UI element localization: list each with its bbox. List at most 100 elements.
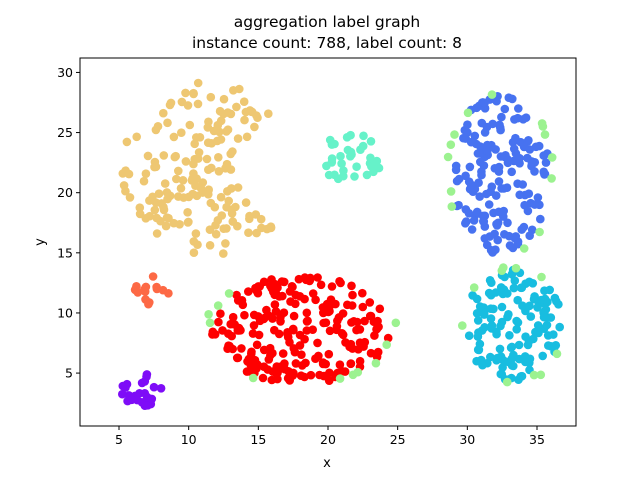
scatter-point-749 [132, 395, 142, 405]
scatter-point-297 [466, 180, 476, 189]
scatter-point-331 [503, 155, 513, 164]
scatter-point-100 [219, 249, 228, 258]
scatter-point-22 [191, 229, 201, 238]
scatter-point-527 [277, 277, 287, 286]
scatter-point-102 [241, 198, 251, 207]
scatter-point-15 [169, 132, 179, 142]
scatter-point-690 [247, 349, 256, 359]
scatter-point-777 [537, 272, 546, 282]
scatter-point-128 [227, 184, 236, 193]
scatter-point-768 [443, 152, 453, 162]
scatter-point-309 [530, 200, 539, 209]
scatter-point-115 [119, 181, 129, 190]
scatter-point-545 [240, 310, 249, 320]
scatter-point-654 [353, 317, 362, 327]
scatter-point-275 [467, 225, 477, 234]
scatter-point-683 [311, 295, 320, 305]
scatter-point-245 [497, 112, 506, 122]
scatter-point-344 [493, 218, 503, 228]
scatter-point-73 [206, 198, 216, 208]
scatter-point-615 [306, 370, 316, 380]
y-tick-label-20: 20 [57, 185, 73, 200]
scatter-point-764 [213, 301, 223, 310]
scatter-point-727 [144, 299, 153, 309]
scatter-point-267 [475, 149, 484, 158]
scatter-point-442 [464, 331, 474, 341]
scatter-point-161 [169, 218, 179, 228]
scatter-point-665 [343, 300, 352, 310]
scatter-point-59 [160, 179, 170, 188]
x-axis-ticks: 5 10 15 20 25 30 35 [115, 426, 545, 447]
scatter-point-342 [525, 231, 534, 240]
scatter-point-647 [332, 322, 342, 331]
scatter-point-332 [523, 153, 532, 163]
scatter-point-712 [276, 312, 285, 322]
scatter-point-94 [213, 120, 223, 130]
scatter-point-362 [539, 151, 548, 160]
scatter-point-760 [540, 130, 550, 139]
scatter-point-63 [227, 209, 237, 218]
scatter-point-435 [497, 370, 507, 379]
scatter-point-687 [253, 360, 262, 369]
scatter-point-448 [487, 278, 496, 288]
scatter-point-775 [224, 289, 234, 298]
scatter-point-782 [536, 370, 546, 380]
scatter-point-136 [222, 224, 231, 233]
scatter-point-20 [181, 88, 190, 98]
scatter-point-131 [118, 169, 128, 178]
scatter-point-355 [454, 174, 464, 184]
scatter-point-597 [226, 319, 235, 329]
scatter-point-48 [189, 248, 199, 257]
scatter-point-349 [489, 208, 498, 218]
scatter-point-767 [547, 153, 557, 162]
scatter-point-346 [504, 231, 514, 241]
scatter-point-684 [210, 330, 220, 339]
scatter-point-320 [514, 104, 523, 113]
scatter-point-434 [491, 288, 501, 297]
scatter-point-78 [162, 188, 172, 197]
scatter-point-321 [491, 145, 500, 154]
scatter-point-61 [152, 229, 162, 238]
scatter-point-37 [163, 118, 172, 128]
scatter-point-170 [359, 131, 368, 141]
scatter-point-746 [143, 401, 153, 410]
scatter-point-706 [324, 376, 334, 386]
scatter-point-107 [214, 167, 224, 176]
scatter-point-403 [486, 304, 496, 314]
scatter-point-637 [337, 366, 347, 376]
scatter-point-357 [476, 157, 485, 167]
scatter-point-134 [135, 203, 145, 212]
scatter-point-46 [193, 99, 203, 109]
scatter-point-449 [475, 339, 485, 349]
scatter-point-696 [319, 308, 328, 318]
scatter-point-671 [319, 318, 328, 328]
scatter-point-783 [450, 130, 459, 139]
scatter-point-158 [216, 135, 226, 144]
scatter-point-298 [469, 216, 479, 225]
scatter-point-164 [221, 164, 230, 173]
scatter-point-380 [540, 286, 549, 296]
scatter-point-382 [555, 322, 564, 332]
scatter-point-484 [546, 342, 556, 351]
scatter-point-166 [189, 159, 198, 169]
scatter-point-611 [375, 304, 385, 314]
scatter-point-460 [521, 357, 530, 367]
scatter-point-241 [494, 177, 504, 186]
scatter-point-173 [362, 170, 372, 180]
scatter-point-769 [205, 318, 215, 328]
scatter-point-486 [487, 321, 497, 330]
scatter-point-419 [498, 363, 507, 372]
scatter-point-101 [152, 213, 161, 223]
scatter-point-132 [206, 92, 216, 102]
scatter-point-463 [512, 316, 521, 326]
scatter-point-756 [382, 340, 392, 350]
x-tick-label-10: 10 [181, 432, 197, 447]
y-axis-ticks: 5 10 15 20 25 30 [57, 65, 80, 381]
scatter-point-466 [473, 316, 483, 325]
scatter-point-643 [325, 326, 335, 336]
scatter-point-30 [150, 205, 160, 215]
scatter-point-543 [283, 374, 293, 383]
scatter-point-781 [348, 370, 358, 380]
scatter-point-151 [235, 84, 244, 94]
scatter-point-701 [334, 313, 344, 322]
